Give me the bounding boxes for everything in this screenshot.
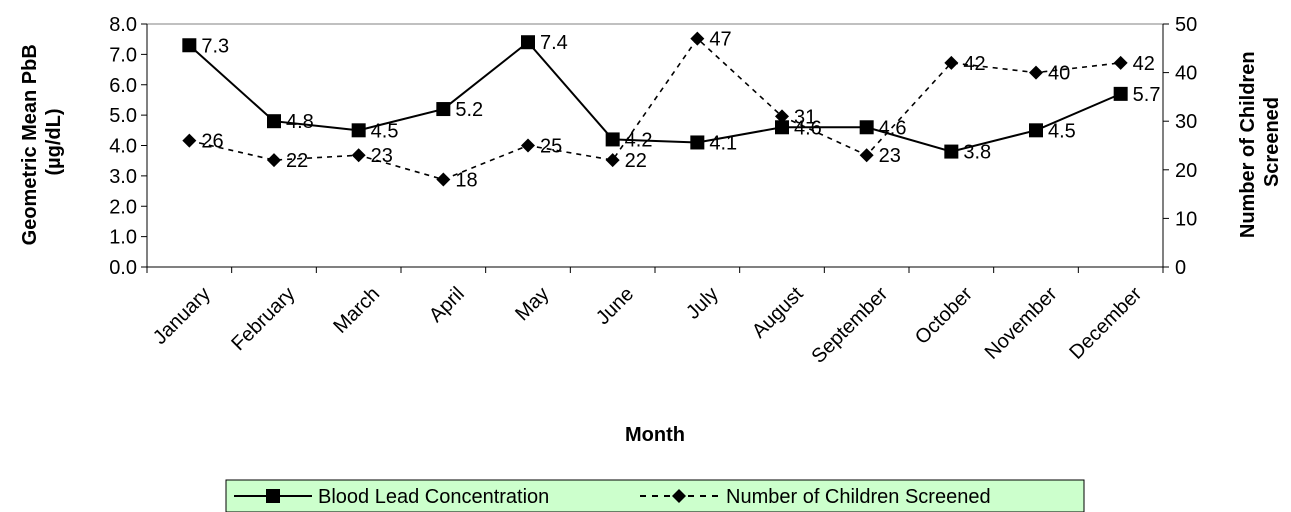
children-data-label: 23 [879,145,901,167]
left-tick-label: 4.0 [109,136,137,158]
lead-data-label: 4.6 [879,117,907,139]
children-series-line [189,37,1121,181]
children-data-label: 42 [963,53,985,75]
lead-point [859,120,874,135]
children-point [1113,55,1128,70]
left-tick-label: 1.0 [109,227,137,249]
children-data-label: 31 [794,106,816,128]
y-axis-title-line2: (µg/dL) [43,108,65,175]
x-axis: January February March April May June July Augu… [146,266,1164,368]
lead-data-label: 7.4 [540,32,568,54]
legend-lead-marker [266,489,280,503]
lead-data-label: 4.2 [625,129,653,151]
lead-data-label: 4.1 [709,132,737,154]
children-data-label: 40 [1048,63,1070,85]
x-tick-label: November [981,283,1062,364]
children-point [775,109,789,124]
y2-axis-title: Number of Children Screened [1237,46,1283,238]
children-point [605,153,620,168]
lead-point [605,132,620,147]
x-axis-title: Month [625,424,685,446]
lead-point [182,38,197,53]
children-point [859,148,874,163]
x-tick-label: June [592,283,638,329]
x-tick-label: April [425,283,469,327]
lead-point [521,35,535,50]
x-tick-label: February [227,283,299,355]
lead-data-label: 4.8 [286,111,314,133]
left-tick-label: 8.0 [109,14,137,36]
series-lead [182,35,1128,159]
x-tick-label: January [149,283,215,349]
y-axis-title: Geometric Mean PbB (µg/dL) [19,39,65,246]
lead-point [690,135,705,150]
right-axis: 0 10 20 30 40 50 [1162,14,1197,279]
left-tick-label: 0.0 [109,257,137,279]
x-tick-label: December [1065,283,1146,364]
series-children [182,31,1128,187]
lead-point [775,120,789,135]
children-point [944,55,959,70]
children-data-label: 42 [1133,53,1155,75]
x-tick-label: July [682,283,723,324]
lead-data-label: 4.5 [1048,120,1076,142]
children-point [267,153,281,168]
children-point [690,31,705,46]
left-tick-label: 6.0 [109,75,137,97]
right-tick-label: 40 [1175,63,1197,85]
lead-point [267,114,281,129]
lead-point [351,123,366,138]
left-axis: 0.0 1.0 2.0 3.0 4.0 5.0 6.0 7.0 8.0 [109,14,148,279]
children-data-label: 22 [625,150,647,172]
right-tick-label: 10 [1175,208,1197,230]
left-tick-label: 3.0 [109,166,137,188]
lead-series-line [188,40,1122,153]
lead-data-label: 5.7 [1133,84,1161,106]
legend-children-label: Number of Children Screened [726,486,991,508]
right-tick-label: 50 [1175,14,1197,36]
children-point [351,148,366,163]
lead-point [1029,123,1043,138]
x-tick-label: March [329,283,384,338]
y-axis-title-line1: Geometric Mean PbB [19,44,41,245]
children-data-label: 26 [201,131,223,153]
children-point [1029,65,1043,80]
legend-children-marker [672,489,686,503]
legend-lead-label: Blood Lead Concentration [318,486,549,508]
right-tick-label: 20 [1175,160,1197,182]
x-tick-label: May [511,283,553,325]
y2-axis-title-line2: Screened [1261,97,1283,187]
children-data-label: 25 [540,136,562,158]
children-point [182,133,197,148]
legend: Blood Lead Concentration Number of Child… [225,479,1085,512]
children-point [436,172,451,187]
lead-data-label: 4.6 [794,117,822,139]
right-tick-label: 0 [1175,257,1186,279]
children-data-label: 22 [286,150,308,172]
x-tick-label: September [807,283,892,368]
lead-data-label: 5.2 [455,99,483,121]
right-tick-label: 30 [1175,111,1197,133]
lead-point [436,102,451,117]
lead-data-label: 4.5 [371,120,399,142]
plot-frame [146,23,1164,268]
children-data-label: 23 [371,145,393,167]
lead-point [944,144,959,159]
lead-data-label: 3.8 [963,142,991,164]
plot-area [146,23,1164,268]
left-tick-label: 7.0 [109,44,137,66]
children-data-label: 18 [455,170,477,192]
left-tick-label: 2.0 [109,196,137,218]
x-tick-label: August [748,283,808,343]
lead-point [1113,86,1128,101]
children-point [521,138,535,153]
y2-axis-title-line1: Number of Children [1237,51,1259,238]
children-data-label: 47 [709,29,731,51]
lead-data-label: 7.3 [201,35,229,57]
data-labels: 7.3 4.8 4.5 5.2 7.4 4.2 4.1 4.6 4.6 3.8 4.5 5.7 26 22… [201,29,1160,192]
x-tick-label: October [911,283,977,349]
left-tick-label: 5.0 [109,105,137,127]
